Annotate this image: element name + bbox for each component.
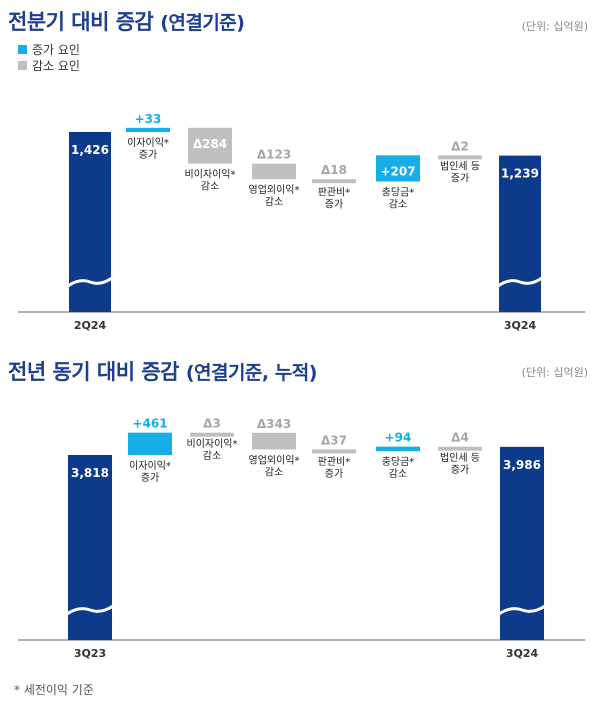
chart2-bar-rect-1 bbox=[128, 432, 172, 455]
chart2-title-sub: (연결기준, 누적) bbox=[185, 362, 318, 384]
chart1-bar-rect-6 bbox=[438, 155, 482, 160]
chart2-axis-break-0 bbox=[66, 604, 114, 616]
chart1-bar-2: Δ284 비이자이익*감소 bbox=[185, 127, 236, 193]
chart1-title: 전분기 대비 증감 (연결기준) bbox=[8, 6, 245, 36]
chart2-bar-7: 3,986 3Q24 bbox=[498, 446, 546, 660]
chart2-bar-rect-0 bbox=[68, 455, 112, 640]
chart2-bar-1: +461 이자이익*증가 bbox=[128, 417, 172, 484]
chart2-category-label-7: 3Q24 bbox=[506, 647, 539, 660]
chart2-title-main: 전년 동기 대비 증감 bbox=[8, 360, 180, 384]
chart1-bar-rect-7 bbox=[499, 155, 541, 312]
chart2-value-label-3: Δ343 bbox=[257, 417, 291, 431]
chart2-category-label-1-0: 이자이익* bbox=[129, 460, 171, 472]
chart1-bar-4: Δ18 판관비*증가 bbox=[312, 163, 356, 210]
chart1-value-label-6: Δ2 bbox=[451, 139, 469, 153]
chart1-value-label-5: +207 bbox=[380, 164, 415, 178]
legend-increase: 증가 요인 bbox=[18, 42, 80, 58]
chart2-bar-rect-5 bbox=[376, 446, 420, 452]
chart2-category-label-6-0: 법인세 등 bbox=[440, 452, 480, 464]
chart2-category-label-6-1: 증가 bbox=[451, 464, 469, 476]
chart2-value-label-5: +94 bbox=[385, 431, 412, 445]
chart1-category-label-2-1: 감소 bbox=[201, 181, 219, 193]
chart2-category-label-2-0: 비이자이익* bbox=[187, 438, 238, 450]
chart2-bar-5: +94 충당금*감소 bbox=[376, 431, 420, 480]
chart2-value-label-2: Δ3 bbox=[203, 417, 221, 431]
legend-increase-swatch bbox=[18, 45, 27, 54]
chart2-value-label-7: 3,986 bbox=[503, 458, 541, 472]
legend-increase-label: 증가 요인 bbox=[32, 43, 80, 57]
chart1-value-label-2: Δ284 bbox=[193, 137, 227, 151]
chart1-category-label-1-1: 증가 bbox=[139, 149, 157, 161]
chart2-bar-2: Δ3 비이자이익*감소 bbox=[187, 417, 238, 462]
chart1-bar-3: Δ123 영업외이익*감소 bbox=[249, 148, 300, 209]
chart1-category-label-1-0: 이자이익* bbox=[127, 137, 169, 149]
chart1-category-label-4-1: 증가 bbox=[325, 198, 343, 210]
chart1-category-label-0: 2Q24 bbox=[74, 319, 107, 332]
chart2-category-label-5-0: 충당금* bbox=[382, 456, 415, 468]
chart2-value-label-0: 3,818 bbox=[71, 466, 109, 480]
chart1-value-label-3: Δ123 bbox=[257, 148, 291, 162]
chart1-bar-0: 1,426 2Q24 bbox=[67, 132, 113, 332]
chart2-waterfall: 3,8183Q23+461이자이익*증가Δ3비이자이익*감소Δ343영업외이익*… bbox=[18, 417, 585, 660]
chart1-axis-break-0 bbox=[67, 276, 113, 288]
chart1-bar-rect-2 bbox=[188, 127, 232, 164]
chart2-value-label-1: +461 bbox=[132, 417, 167, 431]
chart2-bar-rect-7 bbox=[500, 446, 544, 640]
chart2-category-label-4-0: 판관비* bbox=[318, 456, 351, 468]
chart1-bar-7: 1,239 3Q24 bbox=[497, 155, 543, 332]
chart1-bar-rect-5 bbox=[376, 155, 420, 182]
chart2-value-label-6: Δ4 bbox=[451, 431, 469, 445]
chart2-bar-rect-3 bbox=[252, 432, 296, 450]
footnote: * 세전이익 기준 bbox=[14, 683, 94, 697]
legend-decrease-label: 감소 요인 bbox=[32, 59, 80, 73]
chart1-category-label-5-0: 충당금* bbox=[382, 186, 415, 198]
chart1-bar-rect-1 bbox=[126, 127, 170, 132]
chart2-bar-rect-6 bbox=[438, 446, 482, 451]
chart2-category-label-1-1: 증가 bbox=[141, 472, 159, 484]
chart1-title-sub: (연결기준) bbox=[160, 12, 245, 34]
chart1-category-label-7: 3Q24 bbox=[504, 319, 537, 332]
chart1-unit: (단위: 십억원) bbox=[521, 20, 588, 33]
chart1-category-label-2-0: 비이자이익* bbox=[185, 169, 236, 181]
chart2-axis-break-7 bbox=[498, 604, 546, 616]
chart1-category-label-4-0: 판관비* bbox=[318, 186, 351, 198]
chart1-category-label-6-0: 법인세 등 bbox=[440, 161, 480, 173]
chart1-category-label-6-1: 증가 bbox=[451, 173, 469, 185]
chart2-category-label-5-1: 감소 bbox=[389, 468, 407, 480]
chart1-value-label-7: 1,239 bbox=[501, 167, 539, 181]
chart2-bar-rect-2 bbox=[190, 432, 234, 437]
chart1-bar-1: +33 이자이익*증가 bbox=[126, 112, 170, 161]
legend-decrease-swatch bbox=[18, 61, 27, 70]
chart1-title-main: 전분기 대비 증감 bbox=[8, 10, 154, 34]
chart2-category-label-2-1: 감소 bbox=[203, 450, 221, 462]
chart2-category-label-3-1: 감소 bbox=[265, 466, 283, 478]
chart1-value-label-0: 1,426 bbox=[71, 143, 109, 157]
chart1-value-label-1: +33 bbox=[135, 112, 162, 126]
chart1-waterfall: 1,4262Q24+33이자이익*증가Δ284비이자이익*감소Δ123영업외이익… bbox=[18, 112, 585, 332]
chart2-category-label-3-0: 영업외이익* bbox=[249, 453, 300, 466]
chart2-bar-rect-4 bbox=[312, 449, 356, 454]
chart2-unit: (단위: 십억원) bbox=[521, 366, 588, 379]
legend-decrease: 감소 요인 bbox=[18, 58, 80, 74]
chart2-bar-4: Δ37 판관비*증가 bbox=[312, 433, 356, 480]
chart1-bar-rect-3 bbox=[252, 163, 296, 180]
chart2-value-label-4: Δ37 bbox=[321, 433, 347, 447]
chart2-bar-3: Δ343 영업외이익*감소 bbox=[249, 417, 300, 479]
chart1-category-label-3-0: 영업외이익* bbox=[249, 183, 300, 196]
legend: 증가 요인 감소 요인 bbox=[18, 42, 80, 74]
chart2-bar-6: Δ4 법인세 등증가 bbox=[438, 431, 482, 476]
chart1-category-label-5-1: 감소 bbox=[389, 198, 407, 210]
chart1-value-label-4: Δ18 bbox=[321, 163, 347, 177]
chart1-category-label-3-1: 감소 bbox=[265, 196, 283, 208]
chart2-title: 전년 동기 대비 증감 (연결기준, 누적) bbox=[8, 356, 317, 386]
chart1-bar-5: +207 충당금*감소 bbox=[376, 155, 420, 210]
chart1-bar-rect-4 bbox=[312, 179, 356, 184]
chart2-bar-0: 3,818 3Q23 bbox=[66, 455, 114, 660]
chart1-axis-break-7 bbox=[497, 276, 543, 288]
chart2-category-label-4-1: 증가 bbox=[325, 468, 343, 480]
chart1-bar-6: Δ2 법인세 등증가 bbox=[438, 139, 482, 185]
chart2-category-label-0: 3Q23 bbox=[74, 647, 106, 660]
